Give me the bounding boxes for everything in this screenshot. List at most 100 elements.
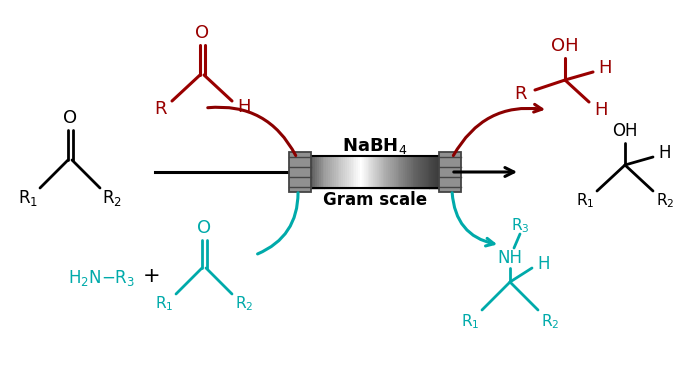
Text: R$_1$: R$_1$ (576, 192, 594, 210)
Text: H: H (594, 101, 608, 119)
Bar (398, 156, 400, 188)
Text: O: O (63, 109, 77, 127)
Bar (317, 156, 320, 188)
Bar (343, 156, 346, 188)
Bar (426, 156, 428, 188)
Bar (307, 156, 310, 188)
Bar (403, 156, 406, 188)
Bar (390, 156, 393, 188)
Bar (409, 156, 412, 188)
Bar (353, 156, 356, 188)
Text: R$_1$: R$_1$ (155, 295, 173, 313)
Bar (448, 156, 451, 188)
Bar (309, 156, 312, 188)
Bar (365, 156, 368, 188)
Text: H: H (598, 59, 612, 77)
Bar (400, 156, 402, 188)
Bar (302, 156, 304, 188)
Text: O: O (197, 219, 211, 237)
Bar (442, 156, 445, 188)
Bar (335, 156, 339, 188)
Text: NaBH$_4$: NaBH$_4$ (342, 136, 407, 156)
Bar (379, 156, 382, 188)
Bar (304, 156, 307, 188)
FancyArrowPatch shape (452, 193, 494, 246)
Bar (386, 156, 389, 188)
FancyArrowPatch shape (208, 107, 295, 156)
Text: Gram scale: Gram scale (323, 191, 427, 209)
Bar (377, 156, 379, 188)
Text: H$_2$N$-$R$_3$: H$_2$N$-$R$_3$ (68, 268, 135, 288)
Bar (392, 156, 395, 188)
Bar (313, 156, 316, 188)
Bar (342, 156, 344, 188)
Bar (435, 156, 438, 188)
Text: R$_1$: R$_1$ (18, 188, 38, 208)
Text: R$_2$: R$_2$ (656, 192, 674, 210)
Bar (416, 156, 419, 188)
Bar (337, 156, 340, 188)
Bar (328, 156, 331, 188)
Bar (388, 156, 391, 188)
Bar (424, 156, 426, 188)
Bar (289, 152, 311, 192)
Bar (334, 156, 337, 188)
Bar (323, 156, 326, 188)
Text: OH: OH (551, 37, 579, 55)
Text: R: R (514, 85, 527, 103)
Text: NH: NH (498, 249, 522, 267)
Text: OH: OH (612, 122, 638, 140)
Bar (373, 156, 376, 188)
Bar (362, 156, 365, 188)
Bar (370, 156, 372, 188)
Bar (358, 156, 361, 188)
Bar (375, 156, 378, 188)
Bar (354, 156, 357, 188)
FancyArrowPatch shape (258, 193, 298, 254)
Text: +: + (144, 266, 161, 286)
Bar (300, 156, 450, 188)
Bar (306, 156, 309, 188)
Text: R$_2$: R$_2$ (541, 313, 559, 331)
Text: O: O (195, 24, 209, 42)
Bar (324, 156, 328, 188)
Bar (420, 156, 423, 188)
Text: R$_1$: R$_1$ (461, 313, 480, 331)
Bar (371, 156, 374, 188)
Bar (300, 156, 303, 188)
Text: H: H (659, 144, 671, 162)
Text: H: H (538, 255, 550, 273)
Bar (356, 156, 359, 188)
Bar (414, 156, 417, 188)
Bar (437, 156, 440, 188)
Bar (405, 156, 408, 188)
Bar (315, 156, 318, 188)
Text: R$_3$: R$_3$ (511, 217, 529, 235)
Bar (411, 156, 414, 188)
Bar (381, 156, 384, 188)
Bar (428, 156, 430, 188)
Text: R: R (154, 100, 167, 118)
Bar (412, 156, 415, 188)
Bar (332, 156, 335, 188)
Bar (360, 156, 363, 188)
Bar (444, 156, 447, 188)
Bar (395, 156, 398, 188)
Bar (401, 156, 404, 188)
Bar (368, 156, 370, 188)
Bar (364, 156, 367, 188)
Bar (340, 156, 342, 188)
Bar (326, 156, 329, 188)
Bar (347, 156, 350, 188)
Bar (345, 156, 348, 188)
Bar (439, 152, 461, 192)
Bar (351, 156, 354, 188)
Bar (433, 156, 436, 188)
Bar (384, 156, 387, 188)
Bar (422, 156, 425, 188)
Bar (418, 156, 421, 188)
Bar (440, 156, 444, 188)
Text: H: H (237, 98, 251, 116)
Bar (407, 156, 410, 188)
Bar (431, 156, 434, 188)
